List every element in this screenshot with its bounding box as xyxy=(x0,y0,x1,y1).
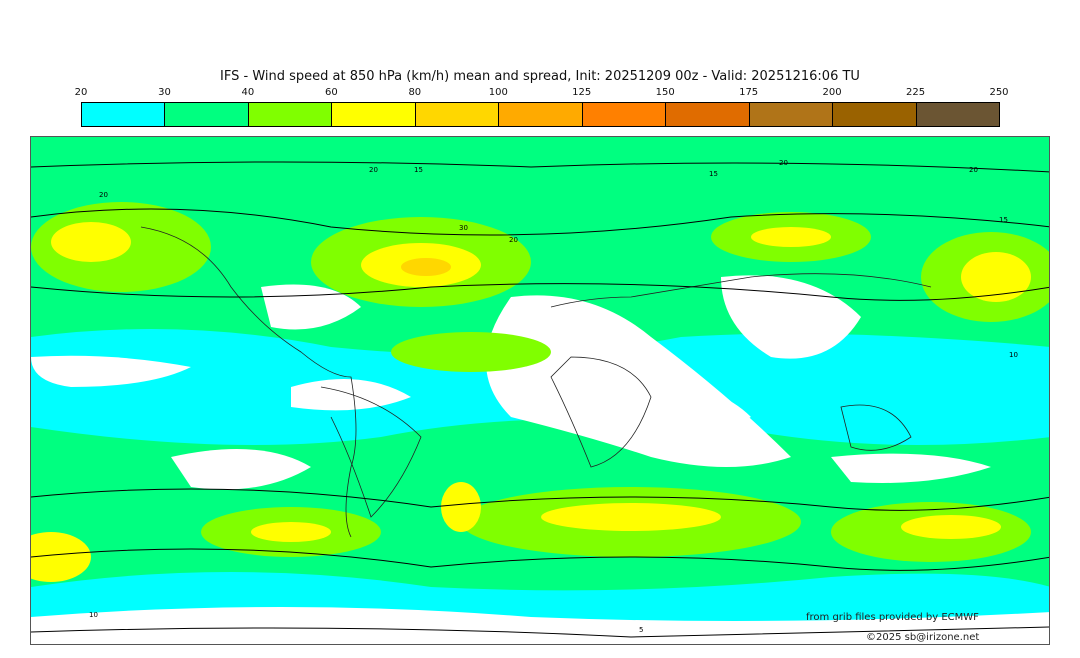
colorbar-tick-label: 150 xyxy=(655,87,675,98)
colorbar-tick-label: 225 xyxy=(905,87,926,98)
colorbar-segment xyxy=(499,103,583,126)
coastlines xyxy=(140,226,932,538)
spread-contours xyxy=(31,161,1049,638)
colorbar-tick-label: 125 xyxy=(572,87,592,98)
contour-label: 20 xyxy=(779,159,788,167)
colorbar-segment xyxy=(82,103,166,126)
colorbar-segment xyxy=(833,103,917,126)
colorbar-segment xyxy=(582,103,667,126)
contour-label: 20 xyxy=(509,236,518,244)
contour-label: 30 xyxy=(459,224,468,232)
colorbar-tick-label: 20 xyxy=(74,87,88,98)
contour-label: 20 xyxy=(99,191,108,199)
wind-speed-map[interactable]: 20 15 20 30 20 15 20 10 20 15 10 5 xyxy=(30,136,1050,645)
map-title: IFS - Wind speed at 850 hPa (km/h) mean … xyxy=(220,69,860,84)
map-canvas: 20 15 20 30 20 15 20 10 20 15 10 5 xyxy=(31,137,1049,644)
colorbar-segment xyxy=(332,103,416,126)
contour-label: 10 xyxy=(1009,351,1018,359)
colorbar-segment xyxy=(415,103,500,126)
contour-label: 10 xyxy=(89,611,98,619)
colorbar-tick-label: 200 xyxy=(822,87,842,98)
colorbar-tick-label: 80 xyxy=(408,87,422,98)
colorbar-segment xyxy=(165,103,249,126)
colorbar-tick-label: 175 xyxy=(739,87,759,98)
colorbar-segment xyxy=(916,103,999,126)
contour-label: 20 xyxy=(369,166,378,174)
copyright-credit: ©2025 sb@irizone.net xyxy=(866,632,980,643)
contour-label: 5 xyxy=(639,626,643,634)
calm-regions xyxy=(31,275,1049,644)
contour-label: 15 xyxy=(999,216,1008,224)
colorbar-tick-label: 40 xyxy=(241,87,255,98)
colorbar-tick-label: 60 xyxy=(324,87,338,98)
colorbar-segment xyxy=(749,103,834,126)
colorbar-segment xyxy=(666,103,750,126)
source-credit: from grib files provided by ECMWF xyxy=(806,612,979,623)
contour-label: 15 xyxy=(709,170,718,178)
colorbar-segment xyxy=(248,103,333,126)
strong-wind-regions xyxy=(31,202,1049,582)
contour-label: 15 xyxy=(414,166,423,174)
colorbar-tick-label: 250 xyxy=(989,87,1009,98)
colorbar xyxy=(81,102,1000,127)
contour-label: 20 xyxy=(969,166,978,174)
colorbar-tick-label: 30 xyxy=(158,87,171,98)
colorbar-tick-label: 100 xyxy=(488,87,508,98)
